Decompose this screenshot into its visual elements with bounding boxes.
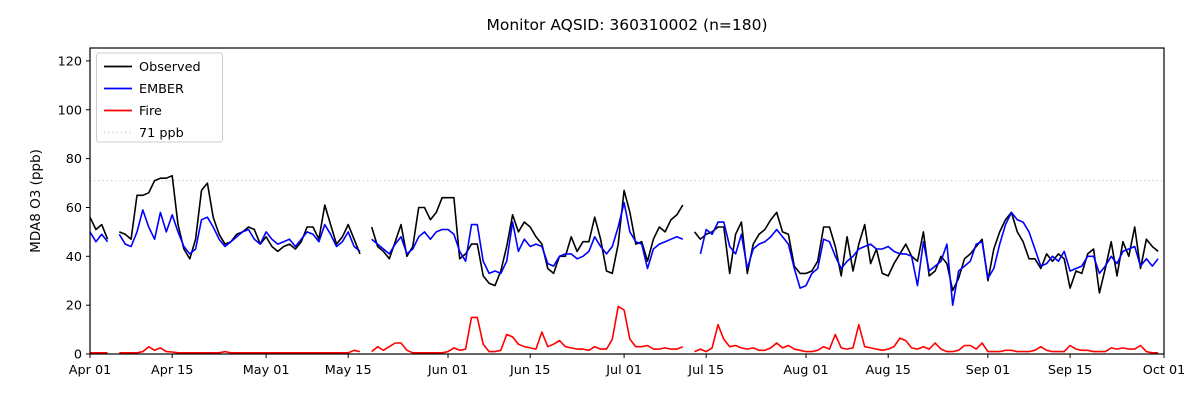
legend-label-threshold: 71 ppb — [139, 126, 184, 141]
y-tick-label: 40 — [66, 250, 82, 265]
x-tick-label: Sep 01 — [966, 363, 1010, 378]
x-tick-label: May 15 — [325, 363, 372, 378]
x-tick-label: Jul 01 — [605, 363, 642, 378]
plot-area: Apr 01 Apr 15 May 01 May 15 Jun 01 Jun 15 Jul … — [58, 47, 1185, 378]
legend-box — [96, 52, 223, 143]
fire-line — [90, 305, 1159, 354]
legend-label-ember: EMBER — [139, 82, 184, 97]
x-tick-label: Jul 15 — [687, 363, 724, 378]
x-tick-label: Apr 01 — [69, 363, 112, 378]
x-tick-label: May 01 — [243, 363, 290, 378]
x-tick-label: Jun 01 — [427, 363, 468, 378]
legend-label-fire: Fire — [139, 104, 162, 119]
y-tick-label: 0 — [74, 348, 82, 363]
y-tick-label: 80 — [66, 152, 82, 167]
x-tick-label: Aug 15 — [866, 363, 911, 378]
x-tick-label: Aug 01 — [783, 363, 828, 378]
y-tick-label: 20 — [66, 299, 82, 314]
ember-line — [89, 201, 1159, 306]
x-tick-label: Oct 01 — [1143, 363, 1185, 378]
x-tick-label: Jun 15 — [509, 363, 550, 378]
plot-frame — [89, 47, 1165, 355]
legend: Observed EMBER Fire 71 ppb — [96, 52, 223, 143]
y-tick-label: 60 — [66, 201, 82, 216]
legend-label-observed: Observed — [139, 60, 201, 75]
x-tick-label: Apr 15 — [151, 363, 194, 378]
y-tick-label: 100 — [58, 103, 82, 118]
y-tick-label: 120 — [58, 54, 82, 69]
chart-title: Monitor AQSID: 360310002 (n=180) — [486, 16, 767, 34]
y-axis-title: MDA8 O3 (ppb) — [28, 149, 44, 253]
observed-line — [89, 174, 1159, 294]
x-tick-label: Sep 15 — [1048, 363, 1092, 378]
